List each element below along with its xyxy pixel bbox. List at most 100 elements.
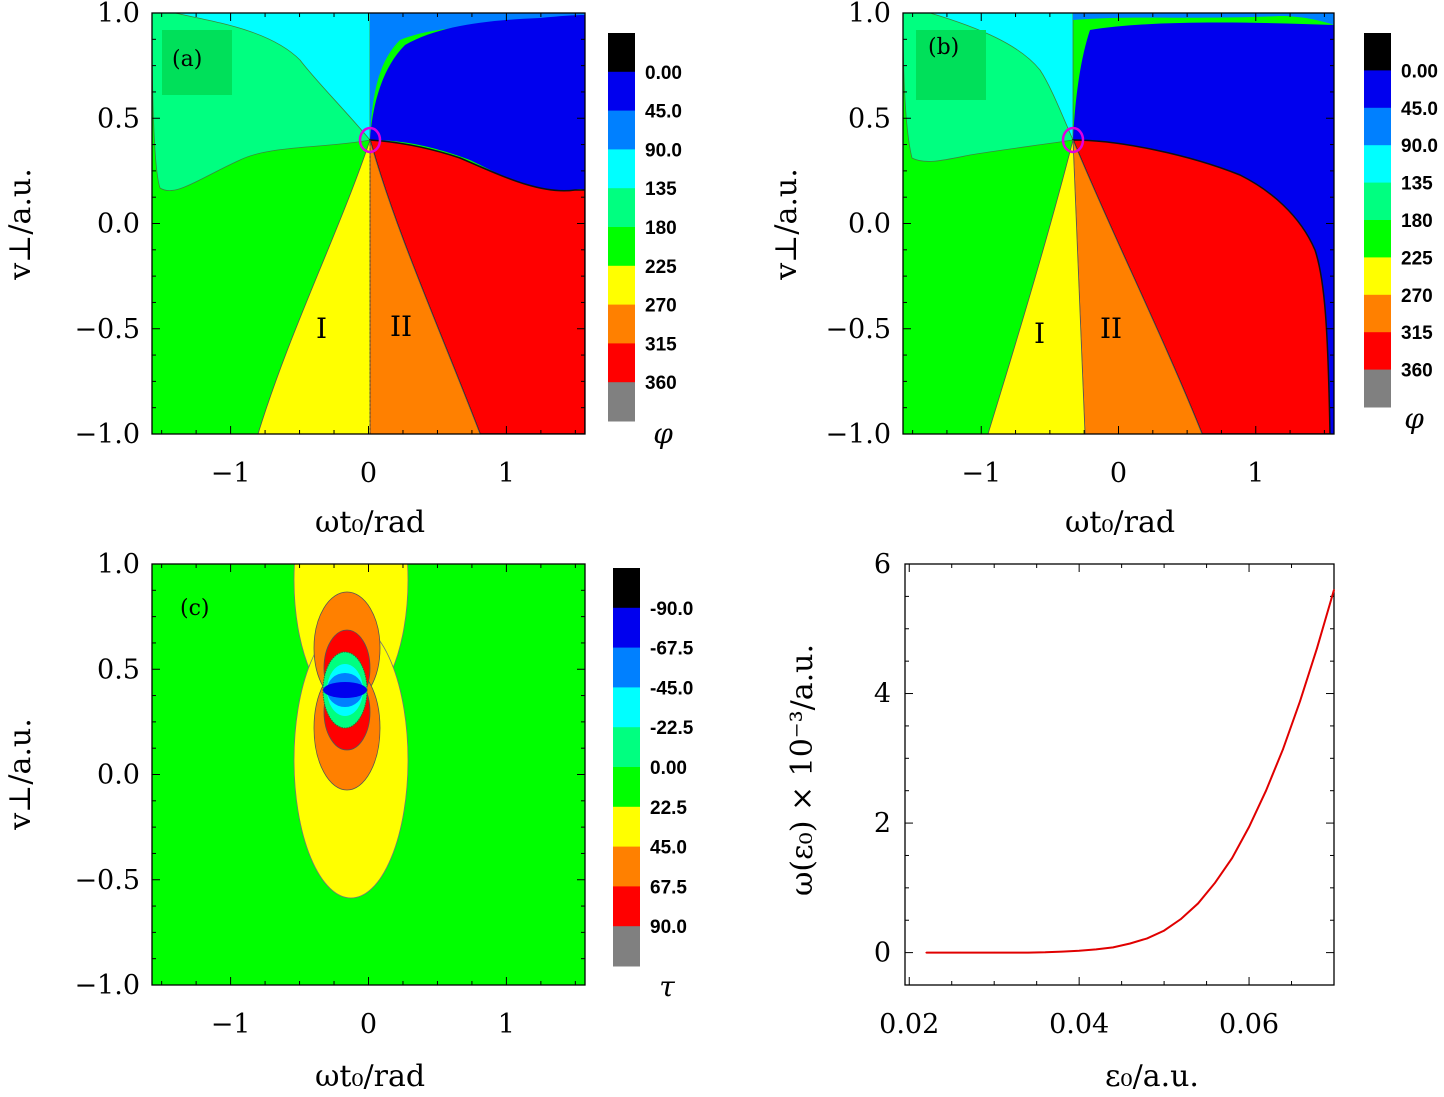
panel-b-contours [903,13,1334,434]
y-tick-label: −0.5 [825,314,891,345]
region-225-270 [257,139,371,434]
colorbar-label: -90.0 [650,599,693,620]
panel-c-ylabel: v⊥/a.u. [3,718,38,831]
colorbar-label: 90.0 [645,140,682,161]
data-point [1180,918,1182,920]
colorbar-swatch [1364,220,1391,258]
colorbar-label: 0.00 [1401,61,1438,82]
data-point [1231,857,1233,859]
region-label-II: II [390,310,412,343]
y-tick-label: 0.5 [97,103,140,134]
colorbar-label: 0.00 [650,758,687,779]
region-0-45 [1073,22,1334,434]
region-90-135 [929,13,1074,141]
x-tick-label: 0 [1110,458,1127,489]
panel-a-xlabel: ωt₀/rad [315,505,425,540]
y-tick-label: 0.5 [97,654,140,685]
panel-d-frame [904,563,1335,986]
colorbar-label: 225 [645,257,677,278]
colorbar-swatch [608,304,635,344]
panel-b-ylabel: v⊥/a.u. [769,168,804,281]
colorbar-swatch [1364,257,1391,296]
colorbar-swatch [608,149,635,189]
y-tick-label: 1.0 [848,0,891,29]
panel-a-axes: −1 0 1 −1.0 −0.5 0.0 0.5 1.0 [74,0,585,489]
data-point [1214,881,1216,884]
colorbar-swatch [613,687,640,728]
panel-c-colorbar: -90.0 -67.5 -45.0 -22.5 0.00 22.5 45.0 67.5 90.0… [613,568,694,1003]
x-tick-label: 0 [360,458,377,489]
data-point [1197,902,1199,905]
x-tick-label: −1 [961,458,1001,489]
panel-c-label: (c) [180,596,210,621]
colorbar-label: 135 [1401,174,1433,195]
colorbar-label: 180 [645,218,677,239]
colorbar-label: -67.5 [650,639,694,660]
data-point [1299,700,1301,703]
colorbar-swatch [613,647,640,688]
colorbar-swatch [613,846,640,887]
y-tick-label: 6 [874,549,891,580]
y-tick-label: 4 [874,679,891,710]
colorbar-swatch [1364,107,1391,146]
panel-a-label: (a) [172,47,202,72]
panel-a-colorbar: 0.00 45.0 90.0 135 180 225 270 315 360 φ [608,33,682,450]
colorbar-swatch [613,607,640,649]
colorbar-label: 270 [645,296,677,317]
panel-d-points [925,589,1335,954]
data-point [1129,942,1131,945]
region-225-270 [987,139,1086,434]
panel-d-axes: 0.02 0.04 0.06 0 2 4 6 [874,549,1335,1040]
colorbar-swatch [1364,294,1391,333]
data-point [1146,937,1148,940]
region-label-I: I [316,312,327,345]
y-tick-label: −0.5 [74,865,140,896]
colorbar-label: 45.0 [1401,99,1438,120]
colorbar-label: 0.00 [645,63,682,84]
colorbar-swatch [613,886,640,927]
colorbar-swatch [613,926,640,967]
colorbar-label: 315 [1401,323,1433,344]
panel-b: (b) I II −1 0 1 −1.0 −0.5 0.0 0.5 1.0 ωt₀/rad v… [769,0,1438,540]
panel-label-box [162,30,232,95]
colorbar-label: 270 [1401,286,1433,307]
panel-d-xlabel: ε₀/a.u. [1105,1059,1199,1094]
colorbar-swatch [608,227,635,267]
colorbar-label: 90.0 [1401,136,1438,157]
colorbar-swatch [608,265,635,306]
region-270-315 [1072,139,1203,434]
data-point [959,951,962,954]
x-tick-label: 0.06 [1219,1009,1279,1040]
panel-c-axes: −1 0 1 −1.0 −0.5 0.0 0.5 1.0 [74,549,585,1040]
data-point [1248,826,1250,828]
panel-a-ylabel: v⊥/a.u. [3,168,38,281]
region-45-90 [1073,13,1334,25]
colorbar-swatch [613,767,640,808]
region-label-II: II [1100,312,1122,345]
data-point [1163,929,1165,932]
contour-neg90 [323,682,367,698]
y-tick-label: −1.0 [74,419,140,450]
y-tick-label: 0.0 [97,760,140,791]
data-point [925,951,928,954]
series-line-omega [926,589,1335,954]
colorbar-label: -45.0 [650,678,693,699]
colorbar-label: 90.0 [650,917,687,938]
data-point [993,951,995,954]
colorbar-swatch [613,727,640,768]
x-tick-label: 0.04 [1049,1009,1109,1040]
colorbar-label: 45.0 [650,838,687,859]
y-tick-label: 0 [874,938,891,969]
data-point [1316,647,1318,649]
colorbar-label: 360 [1401,361,1433,382]
x-tick-label: 1 [498,458,515,489]
panel-c-contours [152,564,585,985]
panel-b-label: (b) [928,35,959,60]
colorbar-swatch [608,188,635,228]
y-tick-label: 0.0 [848,209,891,240]
colorbar-swatch [608,71,635,112]
region-label-I: I [1034,317,1045,350]
colorbar-swatch [1364,33,1391,71]
colorbar-swatch [1364,182,1391,221]
